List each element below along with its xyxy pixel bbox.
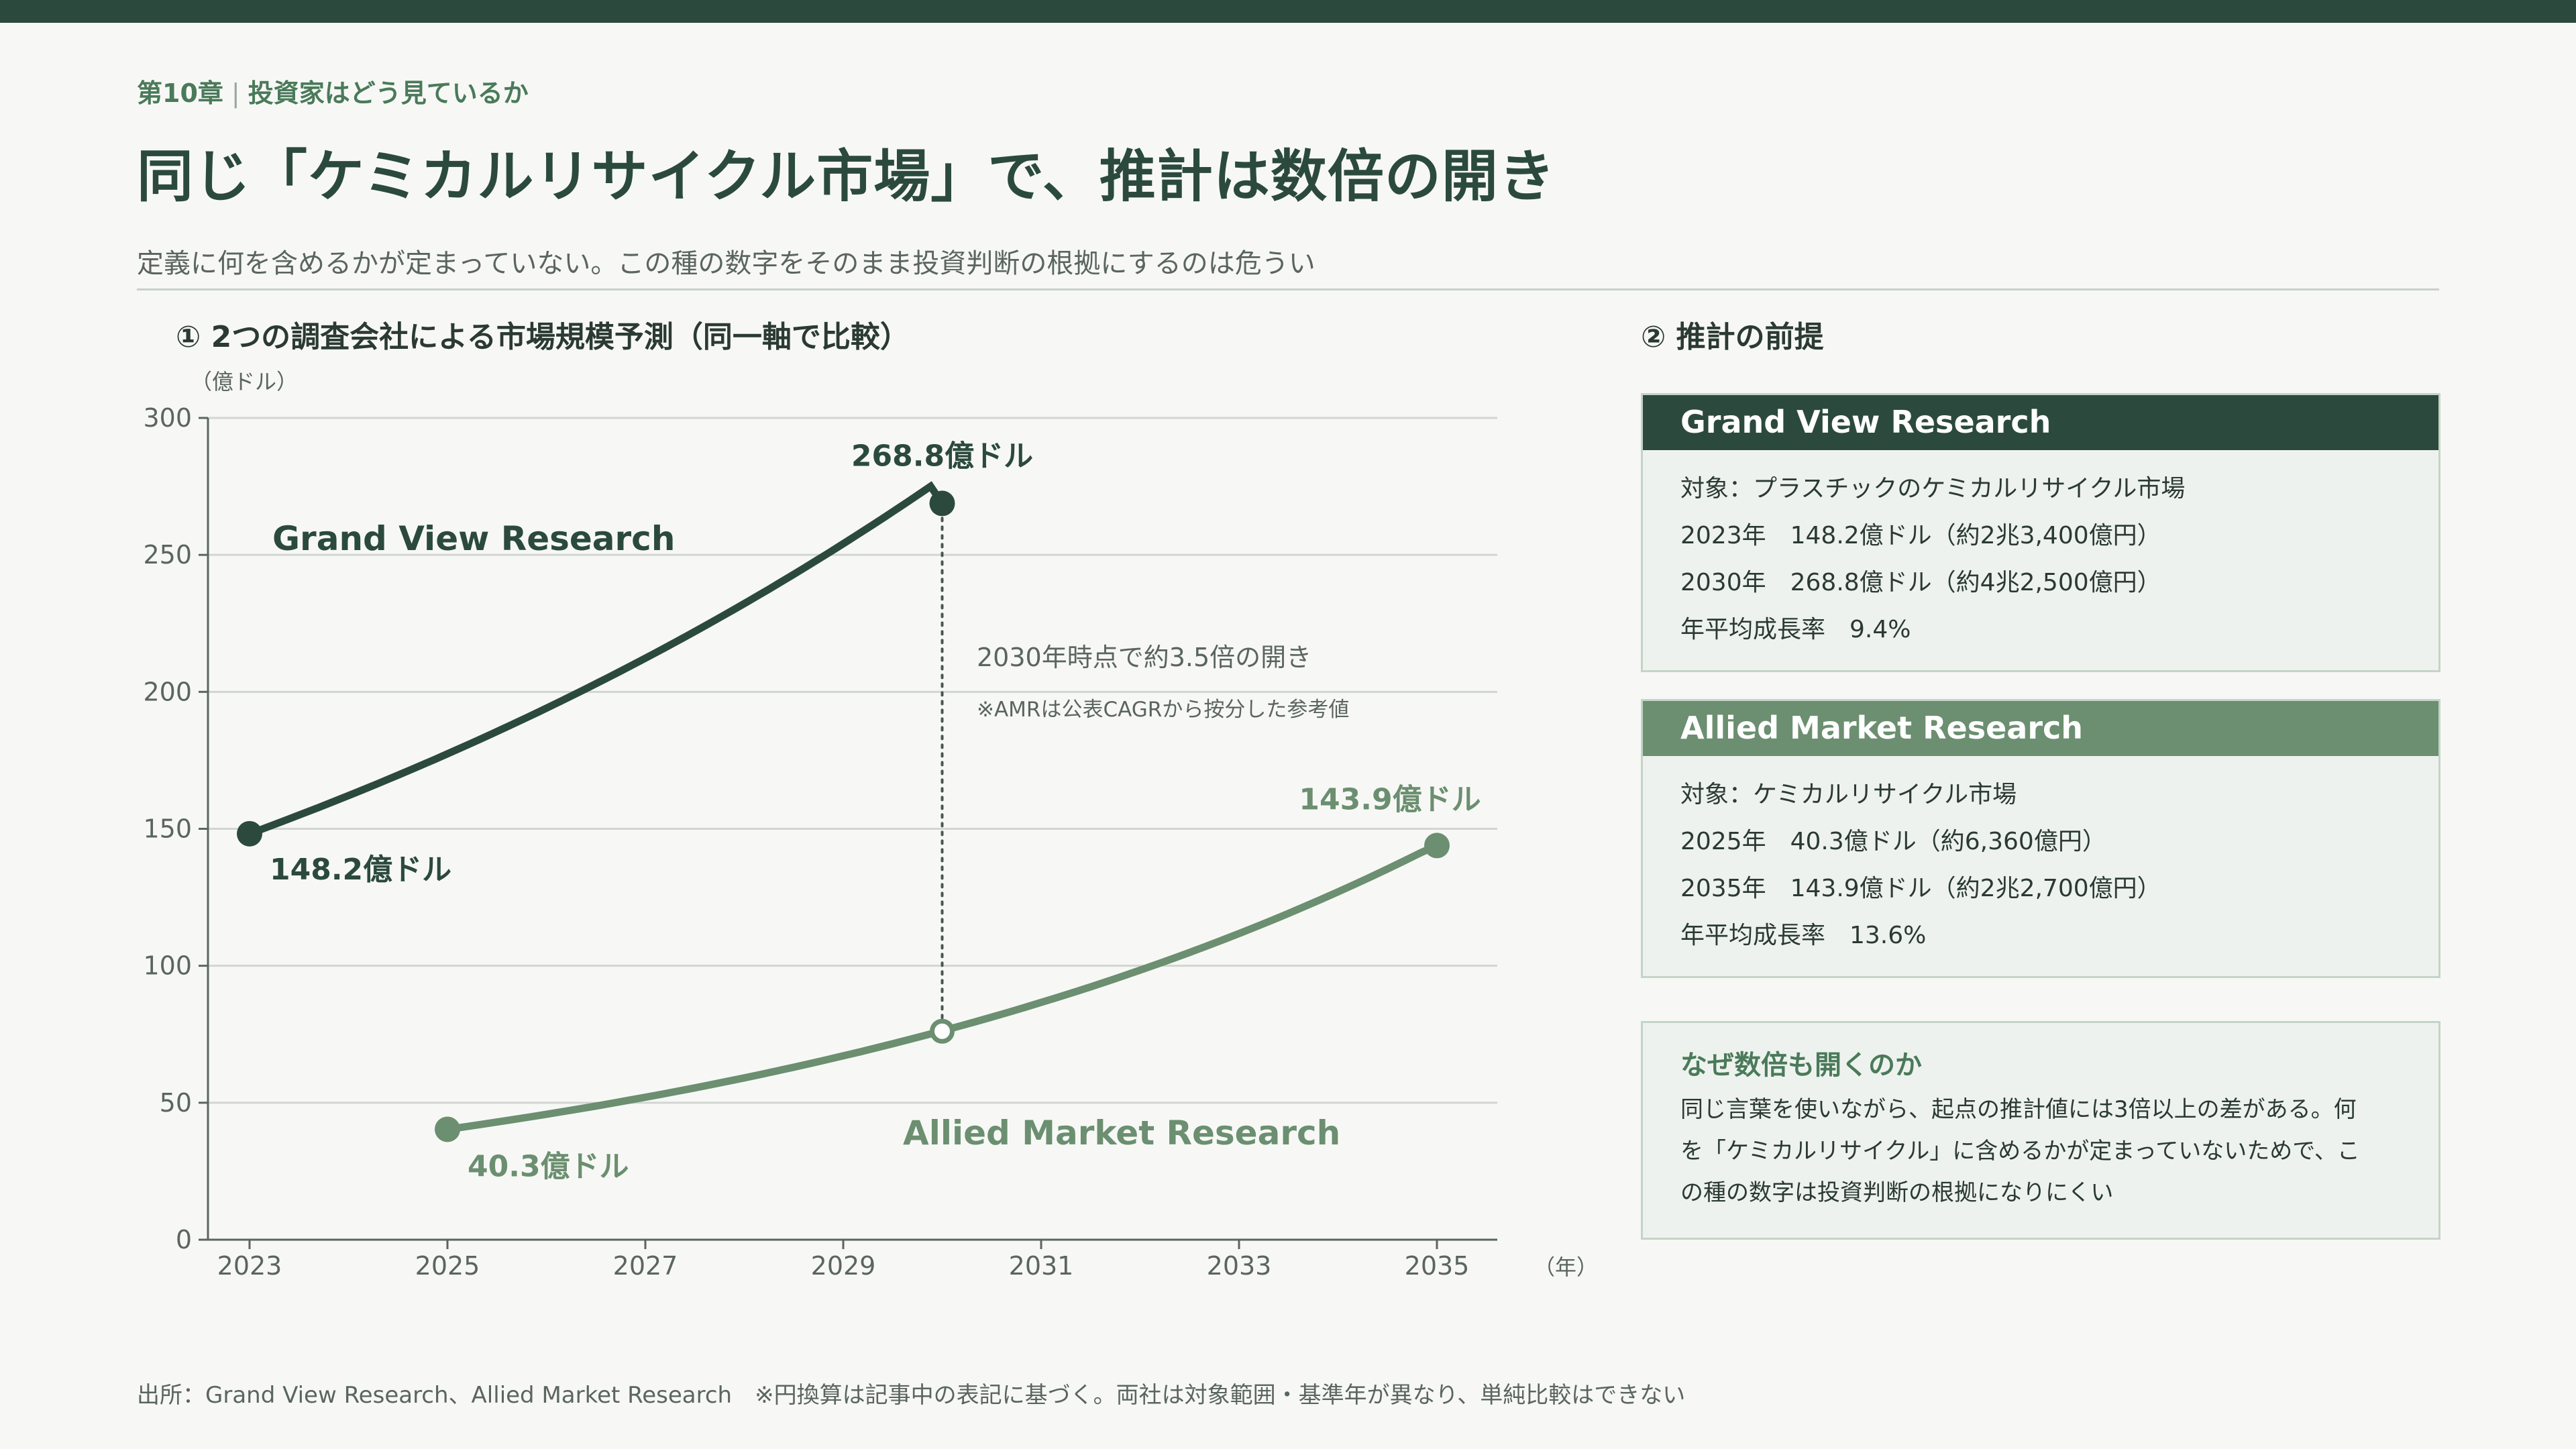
chapter-label: 第10章 | 投資家はどう見ているか xyxy=(137,72,529,109)
card-why-gap: なぜ数倍も開くのか 同じ言葉を使いながら、起点の推計値には3倍以上の差がある。何… xyxy=(1641,1021,2440,1240)
y-axis-unit: （億ドル） xyxy=(191,369,299,394)
page-subtitle: 定義に何を含めるかが定まっていない。この種の数字をそのまま投資判断の根拠にするの… xyxy=(137,248,1316,279)
card-value-end: 2030年 268.8億ドル（約4兆2,500億円） xyxy=(1680,569,2161,596)
y-tick-label: 100 xyxy=(143,951,192,981)
gap-annotation-note: ※AMRは公表CAGRから按分した参考値 xyxy=(977,698,1349,722)
card-body: 対象：プラスチックのケミカルリサイクル市場 2023年 148.2億ドル（約2兆… xyxy=(1643,450,2438,658)
card-cagr: 年平均成長率 9.4% xyxy=(1680,616,1911,643)
data-point-amr-start xyxy=(435,1116,460,1142)
card-value-start: 2025年 40.3億ドル（約6,360億円） xyxy=(1680,828,2106,855)
chapter-separator: | xyxy=(231,78,240,108)
card-allied-market-research: Allied Market Research 対象：ケミカルリサイクル市場 20… xyxy=(1641,699,2440,978)
data-point-gvr-end xyxy=(929,490,955,517)
data-point-gvr-start xyxy=(237,820,262,847)
note-body: 同じ言葉を使いながら、起点の推計値には3倍以上の差がある。何 を「ケミカルリサイ… xyxy=(1680,1089,2409,1214)
data-point-amr-end xyxy=(1424,833,1450,859)
series-label-gvr: Grand View Research xyxy=(272,519,675,558)
data-label-gvr-2030: 268.8億ドル xyxy=(851,439,1033,473)
gap-annotation: 2030年時点で約3.5倍の開き xyxy=(977,643,1311,672)
data-point-amr-2030 xyxy=(930,1018,955,1044)
y-tick-label: 50 xyxy=(160,1088,192,1118)
chapter-topic: 投資家はどう見ているか xyxy=(248,78,529,108)
card-cagr: 年平均成長率 13.6% xyxy=(1680,922,1927,949)
card-value-end: 2035年 143.9億ドル（約2兆2,700億円） xyxy=(1680,875,2161,902)
y-tick-label: 0 xyxy=(176,1225,192,1254)
data-label-gvr-2023: 148.2億ドル xyxy=(270,853,451,887)
card-scope: 対象：ケミカルリサイクル市場 xyxy=(1680,781,2017,808)
x-tick-label: 2035 xyxy=(1405,1251,1470,1281)
header-divider xyxy=(137,288,2439,290)
top-accent-bar xyxy=(0,0,2576,23)
note-line: 同じ言葉を使いながら、起点の推計値には3倍以上の差がある。何 xyxy=(1680,1096,2357,1123)
y-tick-label: 300 xyxy=(143,403,192,433)
source-footnote: 出所：Grand View Research、Allied Market Res… xyxy=(137,1382,1686,1409)
card-grand-view-research: Grand View Research 対象：プラスチックのケミカルリサイクル市… xyxy=(1641,393,2440,672)
x-tick-label: 2029 xyxy=(811,1251,876,1281)
x-tick-label: 2033 xyxy=(1207,1251,1272,1281)
x-tick-label: 2023 xyxy=(217,1251,282,1281)
section-title-chart: ① 2つの調査会社による市場規模予測（同一軸で比較） xyxy=(176,320,910,354)
page-title: 同じ「ケミカルリサイクル市場」で、推計は数倍の開き xyxy=(137,144,1556,209)
x-tick-label: 2025 xyxy=(415,1251,480,1281)
data-label-amr-2025: 40.3億ドル xyxy=(468,1149,629,1183)
y-tick-label: 150 xyxy=(143,814,192,844)
note-title: なぜ数倍も開くのか xyxy=(1680,1050,1922,1081)
note-line: の種の数字は投資判断の根拠になりにくい xyxy=(1680,1179,2114,1206)
card-body: 対象：ケミカルリサイクル市場 2025年 40.3億ドル（約6,360億円） 2… xyxy=(1643,756,2438,964)
note-line: を「ケミカルリサイクル」に含めるかが定まっていないためで、こ xyxy=(1680,1138,2360,1165)
chapter-number: 第10章 xyxy=(137,78,223,108)
data-label-amr-2035: 143.9億ドル xyxy=(1299,782,1481,816)
section-title-assumptions: ② 推計の前提 xyxy=(1641,320,1824,354)
x-axis-unit: （年） xyxy=(1534,1254,1598,1280)
card-title: Grand View Research xyxy=(1643,395,2438,450)
card-title: Allied Market Research xyxy=(1643,701,2438,756)
y-tick-label: 200 xyxy=(143,677,192,706)
x-tick-label: 2027 xyxy=(613,1251,678,1281)
card-value-start: 2023年 148.2億ドル（約2兆3,400億円） xyxy=(1680,522,2161,549)
y-tick-label: 250 xyxy=(143,540,192,570)
series-line-gvr xyxy=(246,481,946,838)
series-label-amr: Allied Market Research xyxy=(903,1114,1340,1152)
card-scope: 対象：プラスチックのケミカルリサイクル市場 xyxy=(1680,475,2186,502)
x-tick-label: 2031 xyxy=(1009,1251,1074,1281)
